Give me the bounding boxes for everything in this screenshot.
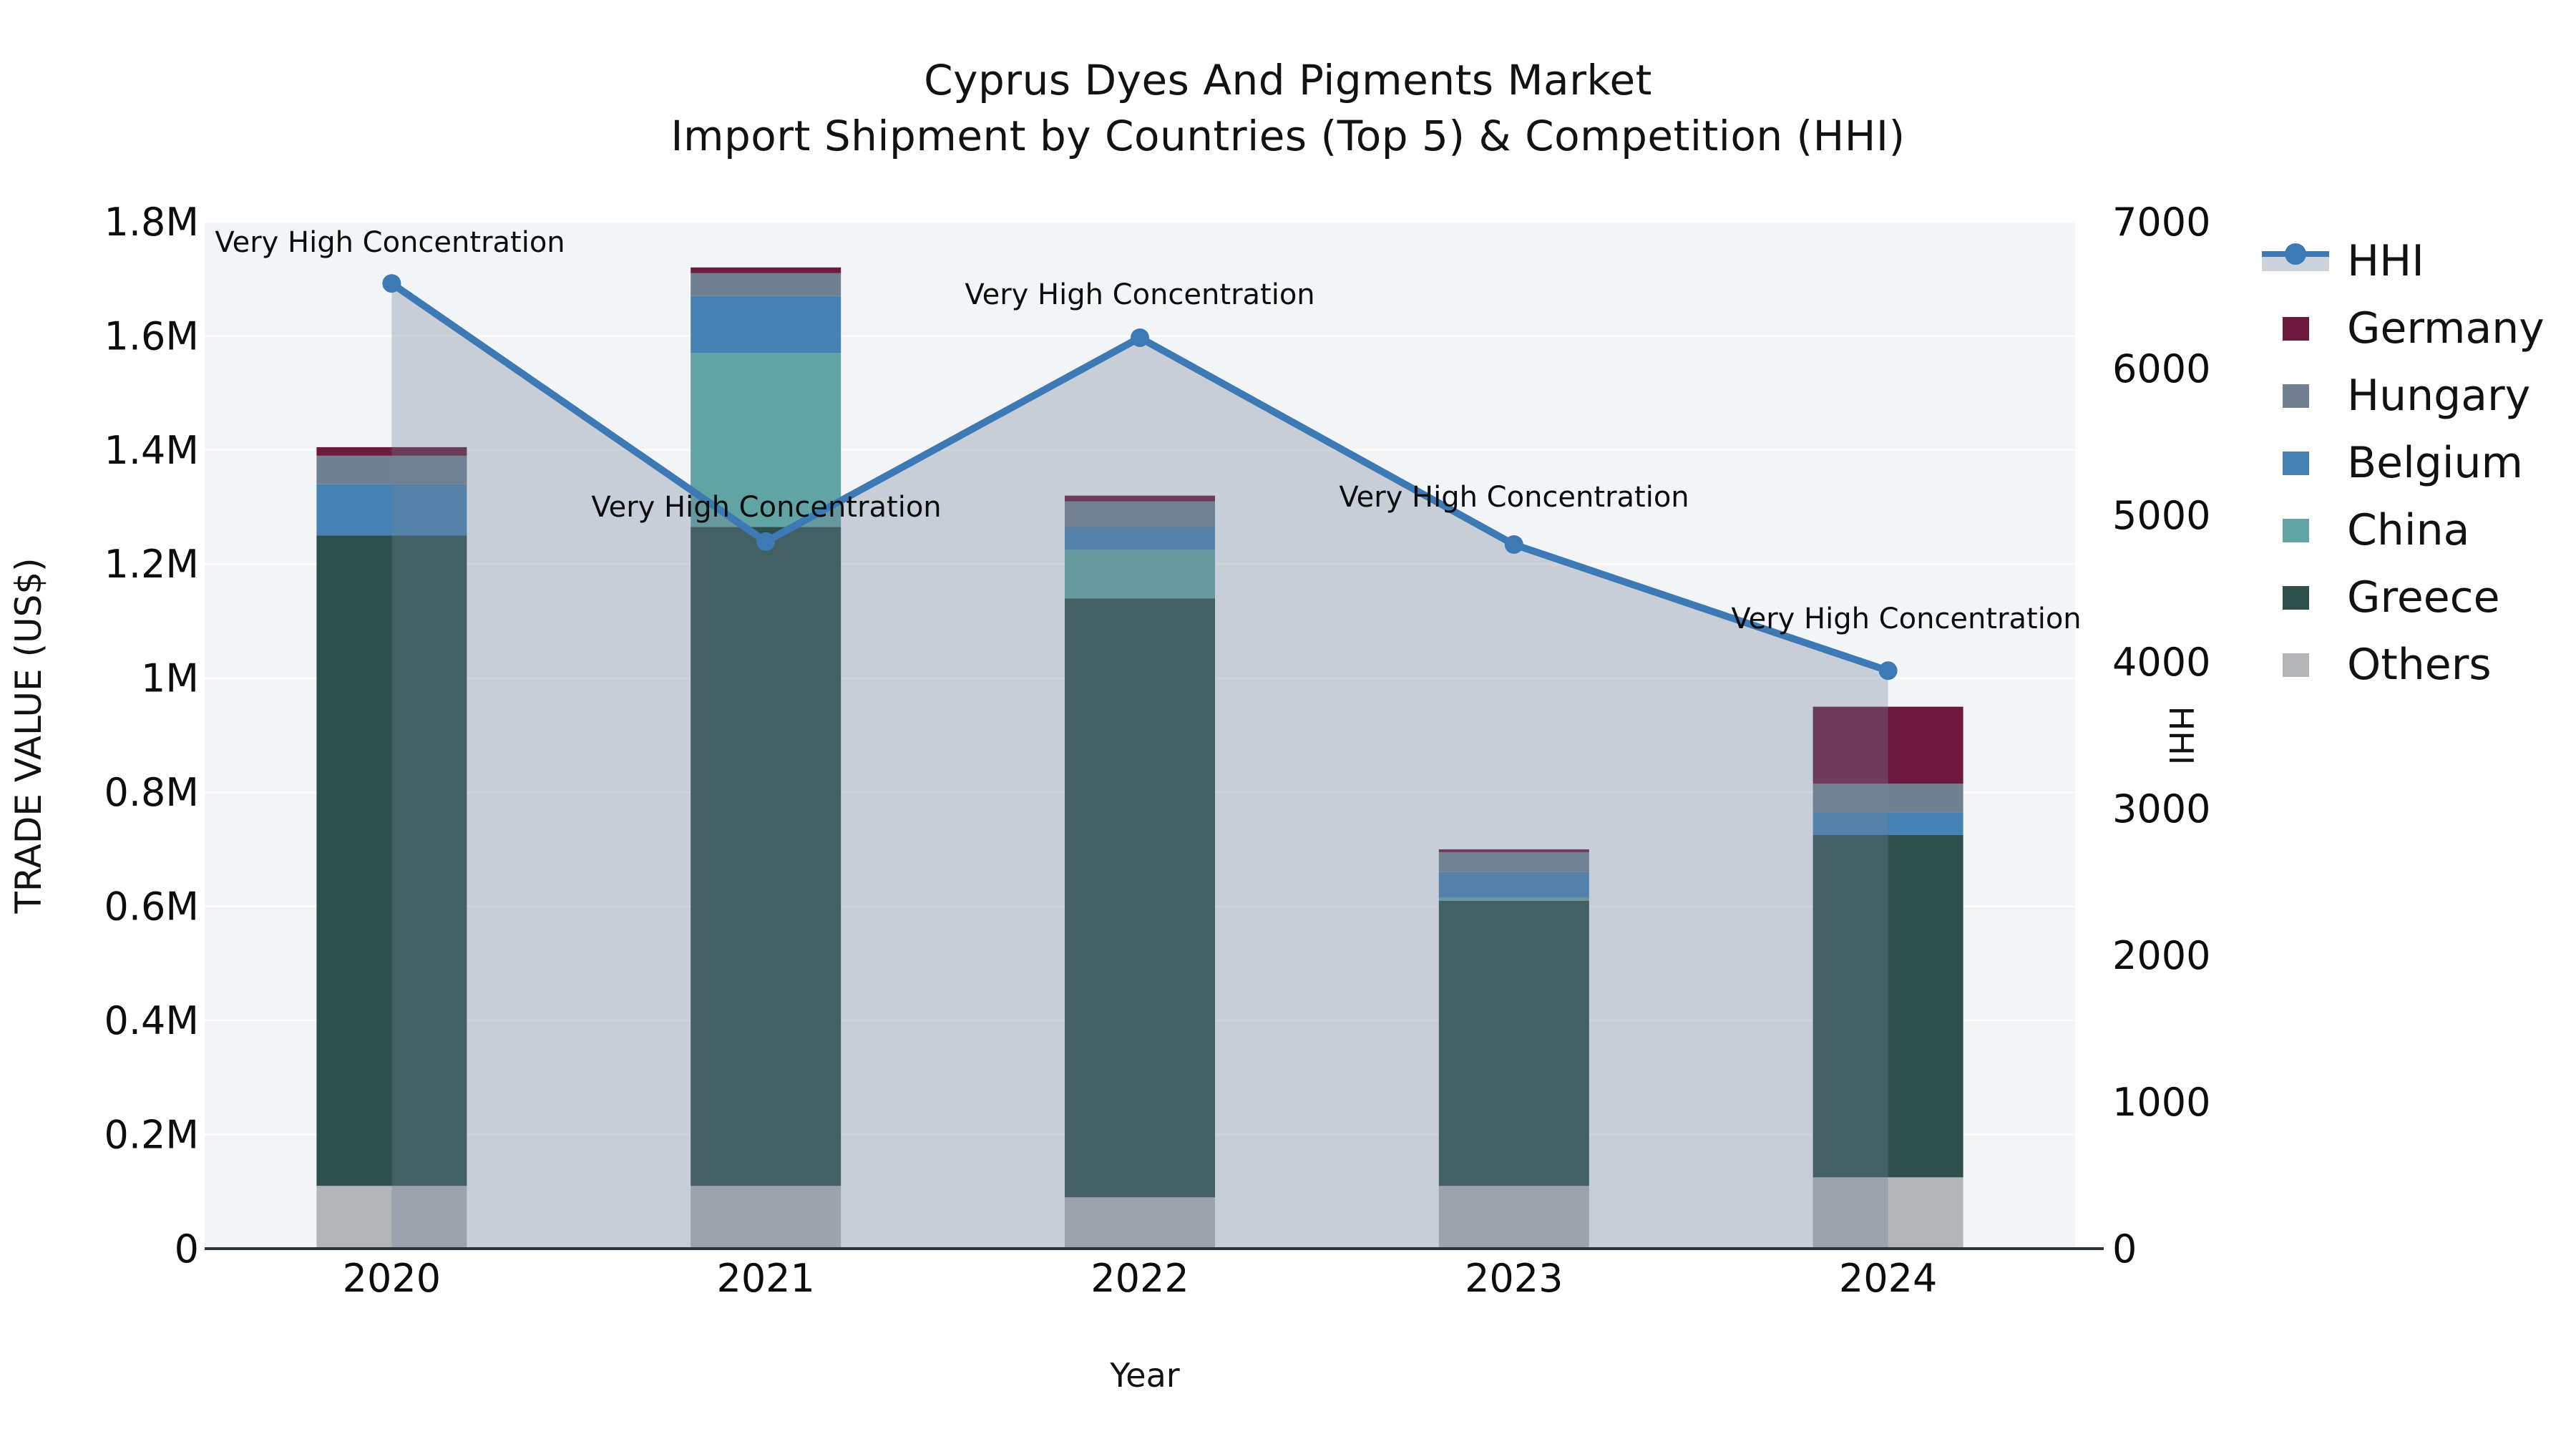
legend-label: Hungary: [2347, 371, 2531, 421]
left-axis-tick: 1.2M: [104, 542, 199, 587]
legend-label: Greece: [2347, 572, 2500, 623]
hhi-marker-2022[interactable]: [1131, 328, 1149, 347]
bar-segment-greece-2021[interactable]: [691, 527, 841, 1186]
legend-item-hungary[interactable]: Hungary: [2261, 362, 2545, 429]
x-axis-tick: 2023: [1465, 1256, 1563, 1301]
right-axis-tick: 1000: [2112, 1080, 2210, 1125]
hhi-marker-2024[interactable]: [1878, 661, 1898, 680]
bar-segment-hungary-2023[interactable]: [1438, 852, 1589, 872]
right-axis-tick: 5000: [2112, 493, 2210, 538]
bar-segment-germany-2023[interactable]: [1438, 849, 1589, 852]
x-axis-tick: 2021: [716, 1256, 814, 1301]
hhi-marker-2023[interactable]: [1504, 535, 1523, 554]
germany-swatch-icon: [2261, 306, 2330, 351]
bar-segment-greece-2022[interactable]: [1065, 598, 1215, 1198]
chart-title-line1: Cyprus Dyes And Pigments Market: [924, 56, 1652, 104]
bar-segment-belgium-2021[interactable]: [691, 296, 841, 353]
left-axis-tick: 1.4M: [104, 428, 199, 473]
bar-segment-germany-2022[interactable]: [1065, 495, 1215, 502]
bar-segment-belgium-2020[interactable]: [316, 484, 467, 536]
left-axis-tick: 0.2M: [104, 1112, 199, 1157]
bar-segment-others-2022[interactable]: [1065, 1197, 1215, 1249]
legend-label: HHI: [2347, 236, 2424, 286]
china-swatch-icon: [2261, 507, 2330, 553]
bar-segment-belgium-2023[interactable]: [1438, 872, 1589, 898]
chart-title-line2: Import Shipment by Countries (Top 5) & C…: [670, 112, 1906, 160]
legend-label: Others: [2347, 640, 2492, 690]
belgium-swatch-icon: [2261, 440, 2330, 486]
hhi-marker-2020[interactable]: [382, 274, 401, 293]
bar-segment-belgium-2024[interactable]: [1813, 812, 1963, 836]
left-axis-tick: 0.4M: [104, 998, 199, 1043]
hungary-swatch-icon: [2261, 373, 2330, 419]
bar-segment-others-2024[interactable]: [1813, 1177, 1963, 1249]
right-axis-tick: 6000: [2112, 346, 2210, 391]
legend-item-others[interactable]: Others: [2261, 631, 2545, 698]
left-axis-tick: 0.6M: [104, 884, 199, 930]
bar-segment-germany-2021[interactable]: [691, 267, 841, 273]
bar-segment-hungary-2022[interactable]: [1065, 501, 1215, 527]
annotation-2023: Very High Concentration: [1339, 481, 1689, 514]
legend-label: China: [2347, 505, 2470, 555]
bar-segment-others-2020[interactable]: [316, 1186, 467, 1249]
bar-segment-greece-2023[interactable]: [1438, 900, 1589, 1186]
bar-segment-hungary-2020[interactable]: [316, 455, 467, 484]
right-axis-tick: 7000: [2112, 200, 2210, 245]
legend-label: Belgium: [2347, 438, 2523, 488]
bar-segment-germany-2020[interactable]: [316, 447, 467, 456]
right-axis-tick: 0: [2112, 1226, 2137, 1272]
bar-segment-hungary-2021[interactable]: [691, 273, 841, 296]
bar-segment-germany-2024[interactable]: [1813, 706, 1963, 784]
bar-segment-china-2023[interactable]: [1438, 897, 1589, 901]
x-axis-tick: 2022: [1091, 1256, 1189, 1301]
right-axis-tick: 2000: [2112, 933, 2210, 978]
bar-segment-greece-2024[interactable]: [1813, 835, 1963, 1178]
bar-segment-hungary-2024[interactable]: [1813, 784, 1963, 813]
left-axis-tick: 0.8M: [104, 770, 199, 815]
legend-item-greece[interactable]: Greece: [2261, 564, 2545, 631]
annotation-2024: Very High Concentration: [1731, 602, 2081, 635]
right-axis-tick: 3000: [2112, 786, 2210, 831]
annotation-2021: Very High Concentration: [591, 491, 941, 524]
x-axis-tick: 2024: [1839, 1256, 1937, 1301]
legend-item-belgium[interactable]: Belgium: [2261, 429, 2545, 497]
bar-segment-china-2021[interactable]: [691, 353, 841, 527]
bar-segment-greece-2020[interactable]: [316, 535, 467, 1186]
bar-segment-others-2021[interactable]: [691, 1186, 841, 1249]
hhi-area: [391, 283, 1888, 1249]
others-swatch-icon: [2261, 642, 2330, 688]
right-axis-tick: 4000: [2112, 640, 2210, 685]
legend-label: Germany: [2347, 303, 2545, 353]
left-axis-tick: 0: [175, 1226, 199, 1272]
x-axis-tick: 2020: [343, 1256, 441, 1301]
legend-item-china[interactable]: China: [2261, 497, 2545, 564]
bar-segment-belgium-2022[interactable]: [1065, 527, 1215, 550]
bar-segment-china-2022[interactable]: [1065, 550, 1215, 599]
greece-swatch-icon: [2261, 575, 2330, 620]
legend-item-hhi[interactable]: HHI: [2261, 228, 2545, 295]
annotation-2022: Very High Concentration: [965, 278, 1314, 311]
left-axis-tick: 1M: [141, 656, 199, 701]
hhi-marker-2021[interactable]: [756, 532, 776, 551]
right-axis-title: HHI: [2162, 706, 2200, 766]
legend: HHI Germany Hungary Belgium China Greece Other…: [2261, 228, 2545, 698]
hhi-line-sample-icon: [2261, 238, 2330, 284]
annotation-2020: Very High Concentration: [215, 226, 565, 259]
left-axis-tick: 1.6M: [104, 313, 199, 358]
left-axis-title: TRADE VALUE (US$): [8, 557, 49, 914]
left-axis-tick: 1.8M: [104, 200, 199, 245]
legend-item-germany[interactable]: Germany: [2261, 295, 2545, 362]
bar-segment-others-2023[interactable]: [1438, 1186, 1589, 1249]
x-axis-title: Year: [1110, 1356, 1180, 1395]
